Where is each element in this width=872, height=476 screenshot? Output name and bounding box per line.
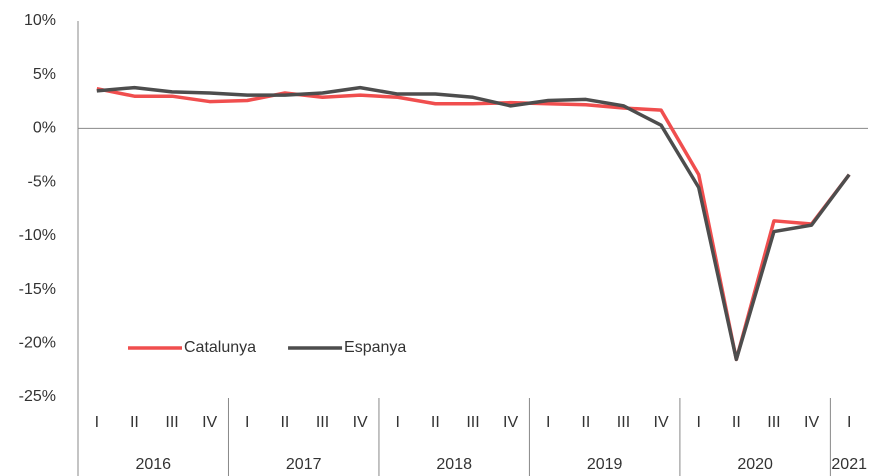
x-tick-label: III	[767, 414, 780, 431]
legend-label: Catalunya	[184, 339, 256, 356]
series-line	[96, 86, 851, 362]
y-tick-label: -25%	[19, 388, 56, 405]
y-tick-label: 5%	[33, 66, 56, 83]
x-tick-label: IV	[654, 414, 669, 431]
x-tick-label: IV	[804, 414, 819, 431]
legend-label: Espanya	[344, 339, 406, 356]
y-tick-label: 10%	[24, 12, 56, 29]
x-tick-label: I	[847, 414, 851, 431]
x-tick-label: II	[732, 414, 741, 431]
year-label: 2020	[737, 456, 773, 473]
y-tick-label: -5%	[28, 173, 56, 190]
x-tick-label: IV	[503, 414, 518, 431]
x-tick-label: III	[316, 414, 329, 431]
year-label: 2018	[436, 456, 472, 473]
x-tick-label: I	[546, 414, 550, 431]
x-tick-label: IV	[202, 414, 217, 431]
x-tick-label: I	[95, 414, 99, 431]
x-tick-label: II	[431, 414, 440, 431]
y-tick-label: -15%	[19, 281, 56, 298]
x-tick-label: II	[280, 414, 289, 431]
x-tick-label: I	[396, 414, 400, 431]
year-label: 2017	[286, 456, 322, 473]
x-tick-label: III	[165, 414, 178, 431]
x-tick-label: III	[617, 414, 630, 431]
y-tick-label: -10%	[19, 227, 56, 244]
x-tick-label: IV	[353, 414, 368, 431]
x-tick-label: III	[466, 414, 479, 431]
y-tick-label: -20%	[19, 335, 56, 352]
year-label: 2016	[135, 456, 171, 473]
year-label: 2021	[831, 456, 867, 473]
x-tick-label: I	[245, 414, 249, 431]
x-tick-label: I	[696, 414, 700, 431]
x-tick-label: II	[130, 414, 139, 431]
series-line	[96, 85, 851, 362]
year-label: 2019	[587, 456, 623, 473]
x-tick-label: II	[581, 414, 590, 431]
y-tick-label: 0%	[33, 120, 56, 137]
